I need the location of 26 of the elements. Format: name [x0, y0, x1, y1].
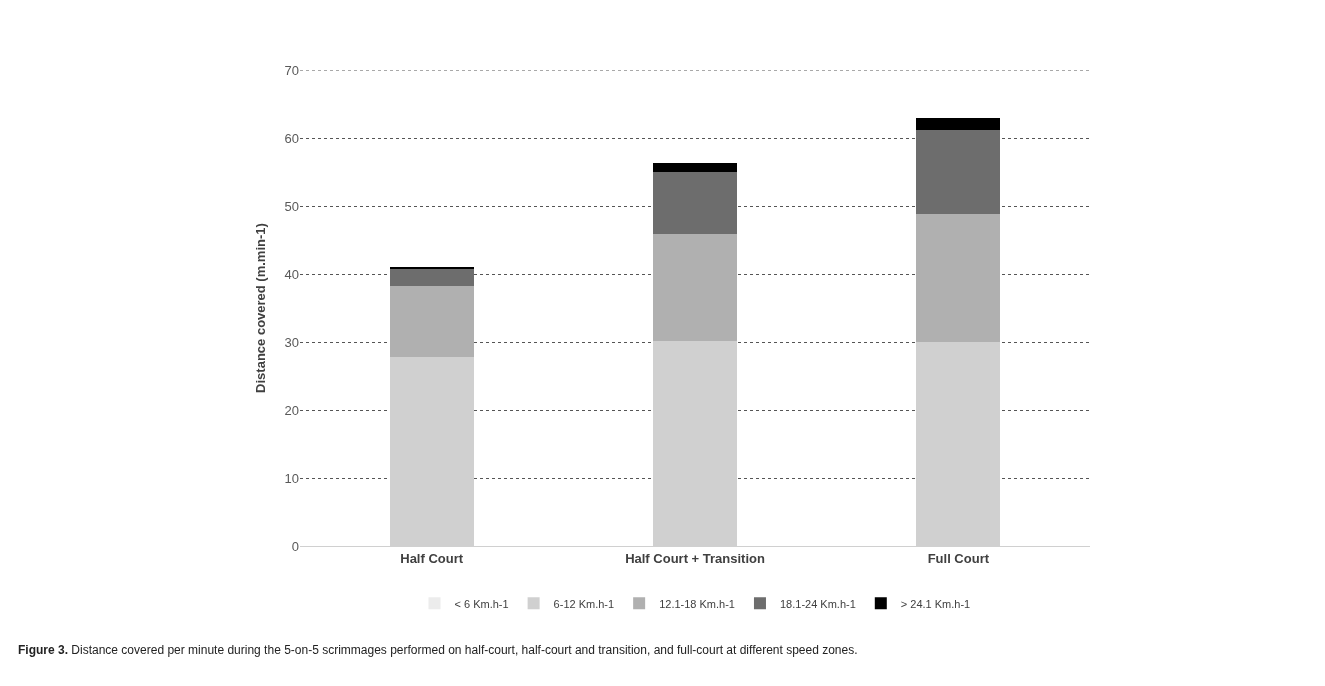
bar [652, 172, 738, 234]
x-tick-label: Half Court [400, 550, 464, 566]
bar [916, 117, 1001, 130]
y-tick-label: 20 [284, 402, 299, 418]
x-tick-label: Full Court [927, 550, 990, 566]
y-tick-label: 0 [291, 538, 299, 554]
x-tick-label: Half Court + Transition [625, 550, 765, 566]
y-tick-label: 70 [284, 62, 299, 78]
legend-label: > 24.1 Km.h-1 [900, 597, 971, 610]
text: Figure 3. Distance covered per minute during the 5-on-5 scrimmages performed on half-court, half-court and transition, and full-court at different speed zones. [18, 643, 858, 657]
y-axis-title: Distance covered (m.min-1) [253, 223, 269, 393]
y-tick-label: 40 [284, 266, 299, 282]
y-tick-label: 50 [284, 198, 299, 214]
bar [652, 233, 738, 342]
legend-label: 6-12 Km.h-1 [553, 597, 615, 610]
legend-label: < 6 Km.h-1 [454, 597, 509, 610]
bar [916, 129, 1001, 215]
legend-label: 18.1-24 Km.h-1 [779, 597, 856, 610]
bar [916, 214, 1001, 342]
y-tick-label: 30 [284, 334, 299, 350]
y-tick-label: 10 [284, 470, 299, 486]
bar [389, 285, 474, 357]
legend-label: 12.1-18 Km.h-1 [659, 597, 735, 610]
bar [652, 163, 738, 172]
y-tick-label: 60 [284, 130, 299, 146]
bar [389, 268, 474, 286]
